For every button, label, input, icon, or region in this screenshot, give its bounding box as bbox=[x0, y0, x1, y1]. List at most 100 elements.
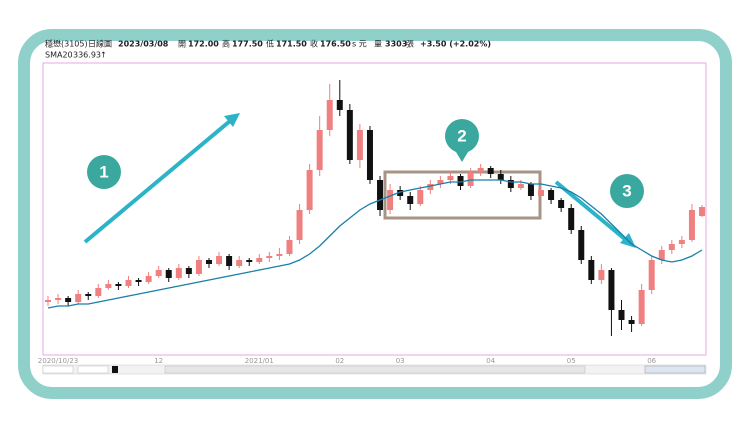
stock-name: 穩懋(3105) bbox=[45, 39, 88, 49]
badge bbox=[445, 119, 479, 153]
candle-body bbox=[346, 110, 353, 160]
candle-body bbox=[356, 130, 363, 160]
candle-body bbox=[578, 230, 585, 260]
candle-body bbox=[155, 270, 162, 276]
sma-name: SMA20 bbox=[45, 51, 73, 60]
candle-body bbox=[688, 210, 695, 240]
x-tick-label: 12 bbox=[154, 357, 163, 365]
quote-label: 低 bbox=[266, 39, 274, 49]
plot-border bbox=[42, 62, 707, 356]
candle-body bbox=[538, 190, 545, 196]
candle-body bbox=[105, 284, 112, 288]
candle-body bbox=[699, 207, 705, 216]
candle-body bbox=[678, 240, 685, 244]
candle-body bbox=[306, 170, 313, 210]
candle-body bbox=[95, 288, 102, 296]
candle-body bbox=[266, 256, 273, 258]
candle-body bbox=[387, 190, 394, 210]
candle-body bbox=[326, 100, 333, 130]
badge bbox=[610, 174, 644, 208]
quote-value: 171.50 bbox=[276, 40, 307, 49]
quote-label: 收 bbox=[310, 39, 318, 49]
button[interactable] bbox=[112, 366, 118, 373]
volume-unit: 張 bbox=[406, 40, 414, 49]
candle-body bbox=[638, 290, 645, 324]
candle-body bbox=[125, 280, 132, 286]
candle-body bbox=[598, 270, 605, 280]
candle-body bbox=[65, 298, 72, 302]
plot bbox=[45, 80, 705, 336]
candle-body bbox=[185, 268, 192, 274]
candle-body bbox=[668, 244, 675, 250]
candle-body bbox=[497, 174, 504, 180]
candle-body bbox=[407, 196, 414, 204]
candle-body bbox=[75, 294, 82, 302]
candle-body bbox=[205, 260, 212, 264]
toolbar bbox=[42, 364, 707, 375]
badge-pointer bbox=[456, 152, 468, 162]
candle-body bbox=[658, 250, 665, 260]
candle-body bbox=[648, 260, 655, 290]
candle-body bbox=[527, 184, 534, 196]
candle-body bbox=[507, 180, 514, 188]
quote-value: 177.50 bbox=[232, 40, 263, 49]
badge-label: 3 bbox=[622, 181, 631, 200]
candle-body bbox=[246, 260, 253, 262]
change: +3.50 (+2.02%) bbox=[420, 40, 491, 49]
volume: 3303 bbox=[385, 40, 407, 49]
candle-body bbox=[397, 190, 404, 196]
candle-body bbox=[467, 172, 474, 186]
badge-label: 2 bbox=[457, 126, 466, 145]
unit: s 元 bbox=[352, 40, 367, 49]
arrow bbox=[83, 119, 232, 244]
x-tick-label: 02 bbox=[335, 357, 344, 365]
candle-body bbox=[316, 130, 323, 170]
period: 日線圖 bbox=[88, 39, 112, 49]
x-tick-label: 2020/10/23 bbox=[38, 357, 78, 365]
nav-buttons[interactable] bbox=[644, 365, 706, 374]
candle-body bbox=[135, 280, 142, 282]
candle-body bbox=[145, 276, 152, 282]
frame bbox=[18, 29, 732, 399]
candle-body bbox=[366, 130, 373, 180]
candle-body bbox=[226, 256, 233, 266]
candle-body bbox=[608, 270, 615, 310]
candle-body bbox=[115, 284, 122, 286]
quote-value: 176.50 bbox=[320, 40, 351, 49]
candle-body bbox=[276, 254, 283, 256]
badge-label: 1 bbox=[99, 162, 108, 181]
candle-body bbox=[85, 294, 92, 296]
candle-body bbox=[286, 240, 293, 254]
volume-label: 量 bbox=[374, 40, 382, 49]
quote-value: 172.00 bbox=[188, 40, 219, 49]
candle-body bbox=[558, 200, 565, 208]
x-tick-label: 04 bbox=[486, 357, 495, 365]
candle-body bbox=[55, 298, 62, 300]
candle-body bbox=[45, 300, 51, 302]
date: 2023/03/08 bbox=[118, 40, 169, 49]
candle-body bbox=[477, 168, 484, 172]
badge bbox=[87, 155, 121, 189]
candle-body bbox=[457, 176, 464, 186]
candle-body bbox=[216, 256, 223, 264]
date-field[interactable] bbox=[77, 365, 109, 374]
candle-body bbox=[427, 184, 434, 190]
candle-body bbox=[437, 180, 444, 184]
candle-body bbox=[417, 190, 424, 204]
sma-value: 336.93 bbox=[73, 51, 101, 60]
candle-body bbox=[618, 310, 625, 320]
candle-body bbox=[175, 268, 182, 278]
candle-body bbox=[517, 184, 524, 188]
candle-body bbox=[195, 260, 202, 274]
sma-line bbox=[47, 179, 703, 309]
candle-body bbox=[568, 208, 575, 230]
sma-trend: ↑ bbox=[100, 51, 107, 60]
arrow bbox=[554, 180, 628, 242]
candle-body bbox=[377, 180, 384, 210]
scroll-track[interactable] bbox=[164, 365, 586, 374]
x-tick-label: 05 bbox=[567, 357, 576, 365]
candle-body bbox=[487, 168, 494, 174]
x-tick-label: 2021/01 bbox=[245, 357, 274, 365]
date-field[interactable] bbox=[42, 365, 74, 374]
